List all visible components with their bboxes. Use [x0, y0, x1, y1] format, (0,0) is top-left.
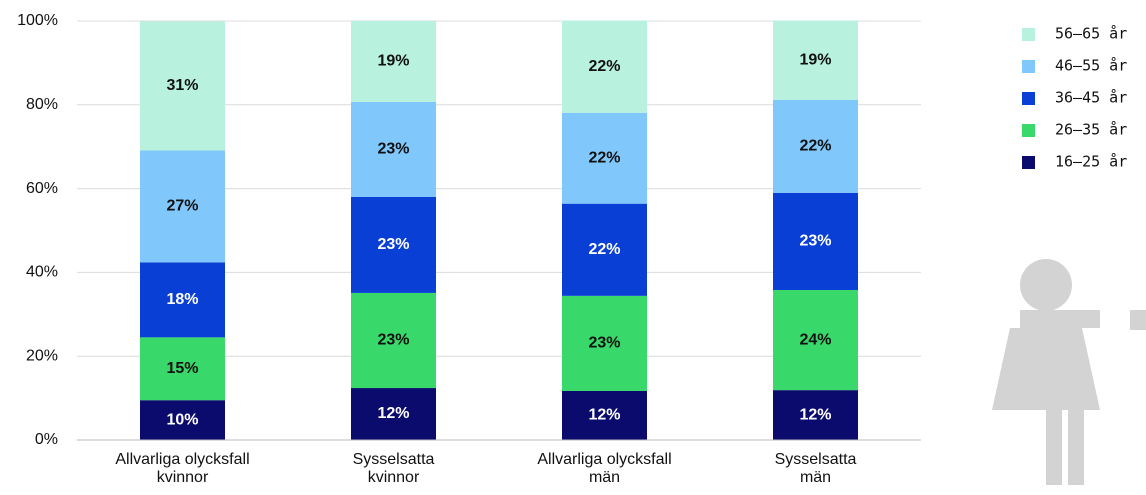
x-tick-line: Sysselsatta — [353, 451, 435, 468]
legend-swatch — [1022, 60, 1035, 73]
data-label: 23% — [588, 335, 620, 352]
bar-segment — [140, 262, 225, 338]
x-tick-line: Sysselsatta — [775, 451, 857, 468]
data-label: 24% — [799, 331, 831, 348]
bar-segment — [351, 196, 436, 293]
bar-segment — [562, 390, 647, 440]
bar-segment — [351, 388, 436, 440]
bar-segment — [140, 337, 225, 401]
data-label: 12% — [377, 405, 409, 422]
data-label: 23% — [799, 233, 831, 250]
bar-segment — [351, 292, 436, 389]
bar-segment — [773, 99, 858, 193]
bar-segment — [351, 101, 436, 197]
data-label: 23% — [377, 141, 409, 158]
x-tick-label: Allvarliga olycksfall kvinnor — [115, 451, 249, 486]
data-label: 12% — [799, 406, 831, 423]
y-tick-label: 60% — [26, 180, 58, 197]
y-tick-label: 20% — [26, 347, 58, 364]
bar-segment — [140, 400, 225, 440]
x-tick-line: kvinnor — [157, 469, 209, 486]
legend-label: 36–45 år — [1055, 89, 1127, 107]
bar-segment — [140, 150, 225, 263]
y-tick-label: 0% — [35, 431, 58, 448]
data-label: 22% — [588, 241, 620, 258]
legend-label: 56–65 år — [1055, 25, 1127, 43]
legend-swatch — [1022, 92, 1035, 105]
bar-segment — [773, 192, 858, 290]
legend-swatch — [1022, 156, 1035, 169]
data-label: 19% — [799, 51, 831, 68]
x-tick-line: män — [589, 469, 620, 486]
data-label: 31% — [166, 77, 198, 94]
bar-segment — [773, 20, 858, 100]
data-label: 18% — [166, 291, 198, 308]
bar-segment — [562, 112, 647, 204]
data-label: 22% — [799, 137, 831, 154]
data-label: 12% — [588, 407, 620, 424]
bar-segment — [562, 295, 647, 391]
data-label: 22% — [588, 58, 620, 75]
legend-label: 26–35 år — [1055, 121, 1127, 139]
x-tick-label: Allvarliga olycksfall män — [537, 451, 671, 486]
y-tick-label: 80% — [26, 96, 58, 113]
x-tick-line: män — [800, 469, 831, 486]
person-icon — [992, 259, 1146, 485]
bar-segment — [562, 203, 647, 296]
data-label: 23% — [377, 236, 409, 253]
data-label: 23% — [377, 332, 409, 349]
data-label: 19% — [377, 53, 409, 70]
legend-label: 46–55 år — [1055, 57, 1127, 75]
data-label: 10% — [166, 411, 198, 428]
x-tick-line: kvinnor — [368, 469, 420, 486]
y-tick-label: 100% — [17, 12, 58, 29]
data-label: 27% — [166, 198, 198, 215]
data-label: 22% — [588, 149, 620, 166]
bar-segment — [773, 289, 858, 391]
x-tick-line: Allvarliga olycksfall — [537, 451, 671, 468]
bar-segment — [773, 390, 858, 440]
bar-segment — [351, 21, 436, 102]
data-label: 15% — [166, 360, 198, 377]
bar-segment — [562, 20, 647, 113]
x-tick-label: Sysselsatta kvinnor — [353, 451, 435, 486]
bar-segment — [140, 21, 225, 151]
legend-label: 16–25 år — [1055, 153, 1127, 171]
y-tick-label: 40% — [26, 264, 58, 281]
legend-swatch — [1022, 124, 1035, 137]
x-tick-label: Sysselsatta män — [775, 451, 857, 486]
x-tick-line: Allvarliga olycksfall — [115, 451, 249, 468]
legend-swatch — [1022, 28, 1035, 41]
